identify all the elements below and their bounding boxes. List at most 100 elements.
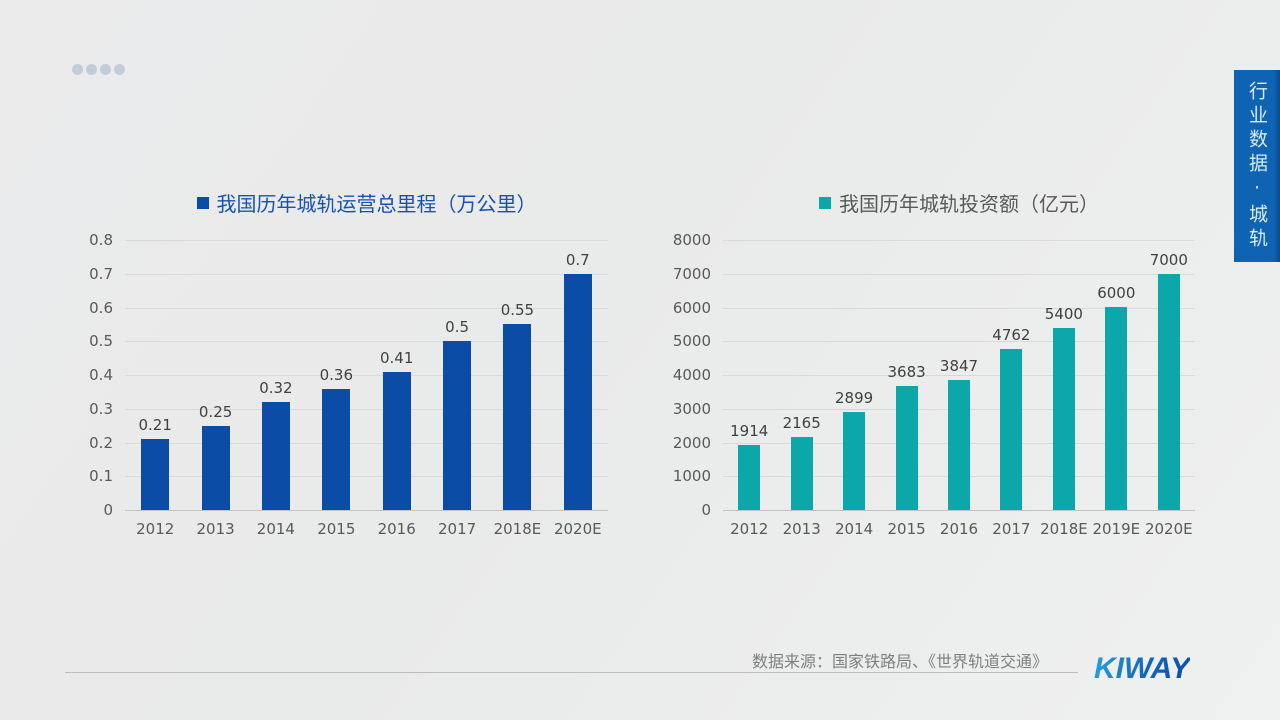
- bar-value-label: 0.36: [319, 366, 353, 384]
- x-axis-tick-label: 2015: [317, 520, 356, 538]
- bar-value-label: 6000: [1097, 284, 1136, 302]
- bar-value-label: 2899: [835, 389, 874, 407]
- bar-2019E: [1105, 307, 1128, 510]
- bar-2020E: [563, 274, 592, 510]
- bar-2017: [1000, 349, 1023, 510]
- y-axis-tick-label: 0.5: [89, 332, 113, 351]
- y-axis-tick-label: 0.6: [89, 298, 113, 317]
- bar-value-label: 0.32: [259, 379, 293, 397]
- x-axis-tick-label: 2014: [256, 520, 295, 538]
- x-axis-tick-label: 2017: [438, 520, 477, 538]
- y-axis-tick-label: 1000: [672, 467, 711, 486]
- plot-area: 0 0.1 0.2 0.3 0.4 0.5 0.6 0.7 0.8 0.21 2012 0.25 201…: [89, 231, 608, 538]
- gridline: [125, 442, 608, 444]
- x-axis-tick-label: 2015: [887, 520, 926, 538]
- bar-2013: [790, 437, 813, 510]
- gridline: [723, 240, 1195, 241]
- x-axis-tick-label: 2012: [730, 520, 769, 538]
- bar-2018E: [503, 324, 532, 510]
- kiway-logo: KIWAY: [1094, 652, 1191, 685]
- gridline: [723, 307, 1195, 309]
- y-axis-tick-label: 8000: [672, 231, 711, 249]
- bar-value-label: 3683: [887, 363, 926, 381]
- x-axis-tick-label: 2018E: [493, 520, 542, 538]
- section-banner-text: 行业数据·城轨: [1246, 80, 1268, 252]
- x-axis-tick-label: 2016: [377, 520, 416, 538]
- plot-area: 0 1000 2000 3000 4000 5000 6000 7000 8000 1914 201…: [673, 231, 1195, 538]
- x-axis-tick-label: 2020E: [553, 520, 602, 538]
- pagination-dot-icon: [114, 64, 125, 75]
- bar-value-label: 5400: [1044, 305, 1083, 323]
- chart-title: 我国历年城轨运营总里程（万公里）: [125, 188, 608, 216]
- x-axis-tick-label: 2013: [196, 520, 235, 538]
- chart-title-text: 我国历年城轨运营总里程（万公里）: [216, 192, 537, 216]
- bar-value-label: 1914: [730, 422, 769, 440]
- pagination-dots: [72, 64, 125, 75]
- chart-investment: 我国历年城轨投资额（亿元） 0 1000 2000 3000 4000 5000 6000 7…: [663, 186, 1210, 556]
- x-axis-tick-label: 2017: [992, 520, 1031, 538]
- y-axis-tick-label: 0: [103, 501, 113, 519]
- gridline: [125, 476, 608, 478]
- gridline: [723, 375, 1195, 376]
- x-axis-tick-label: 2019E: [1092, 520, 1141, 538]
- bar-2015: [322, 389, 351, 510]
- y-axis-tick-label: 2000: [672, 433, 711, 452]
- bar-2018E: [1052, 328, 1075, 510]
- y-axis-tick-label: 4000: [672, 366, 711, 384]
- bar-2013: [201, 426, 230, 510]
- bar-2016: [382, 372, 411, 510]
- pagination-dot-icon: [86, 64, 97, 75]
- bar-value-label: 3847: [939, 357, 979, 375]
- bar-value-label: 0.5: [445, 318, 470, 336]
- x-axis-tick-label: 2018E: [1040, 520, 1088, 538]
- gridline: [125, 341, 608, 343]
- x-axis-tick-label: 2016: [939, 520, 979, 538]
- x-axis-tick-label: 2012: [136, 520, 175, 538]
- bar-value-label: 4762: [992, 326, 1031, 344]
- bar-2012: [141, 439, 170, 510]
- pagination-dot-icon: [100, 64, 111, 75]
- section-banner: 行业数据·城轨: [1234, 70, 1280, 262]
- gridline: [125, 375, 608, 376]
- y-axis-tick-label: 3000: [672, 399, 711, 418]
- x-axis-tick-label: 2014: [835, 520, 874, 538]
- footer-divider: [65, 672, 1078, 673]
- chart-title: 我国历年城轨投资额（亿元）: [723, 188, 1195, 216]
- bar-value-label: 2165: [782, 414, 821, 432]
- gridline: [125, 307, 608, 309]
- gridline: [125, 273, 608, 275]
- gridline: [125, 510, 608, 511]
- legend-swatch-icon: [819, 197, 831, 209]
- y-axis-tick-label: 0.7: [89, 264, 113, 283]
- y-axis-tick-label: 0: [701, 501, 711, 519]
- bar-value-label: 7000: [1149, 251, 1188, 269]
- y-axis-tick-label: 5000: [672, 332, 711, 351]
- bar-2020E: [1157, 274, 1180, 510]
- chart-title-text: 我国历年城轨投资额（亿元）: [839, 192, 1099, 216]
- legend-swatch-icon: [196, 197, 209, 209]
- x-axis-tick-label: 2020E: [1144, 520, 1193, 538]
- bar-2016: [948, 380, 970, 510]
- y-axis-tick-label: 6000: [672, 298, 711, 317]
- bar-value-label: 0.7: [565, 251, 590, 269]
- gridline: [723, 510, 1195, 511]
- gridline: [125, 408, 608, 410]
- y-axis-tick-label: 0.1: [89, 467, 113, 486]
- x-axis-tick-label: 2013: [782, 520, 821, 538]
- bar-2014: [843, 412, 866, 510]
- y-axis-tick-label: 7000: [672, 264, 711, 283]
- y-axis-tick-label: 0.8: [89, 231, 113, 249]
- bar-2015: [895, 386, 918, 510]
- chart-total-mileage: 我国历年城轨运营总里程（万公里） 0 0.1 0.2 0.3 0.4 0.5 0.6 0.7 0…: [65, 186, 625, 556]
- gridline: [723, 273, 1195, 275]
- data-source-note: 数据来源：国家铁路局、《世界轨道交通》: [751, 652, 1048, 671]
- bar-value-label: 0.55: [500, 301, 535, 319]
- y-axis-tick-label: 0.2: [89, 433, 113, 452]
- y-axis-tick-label: 0.4: [89, 366, 113, 384]
- bar-value-label: 0.41: [379, 349, 414, 367]
- gridline: [723, 341, 1195, 343]
- bar-2012: [738, 445, 761, 510]
- bar-2017: [443, 341, 472, 510]
- bar-2014: [261, 402, 290, 510]
